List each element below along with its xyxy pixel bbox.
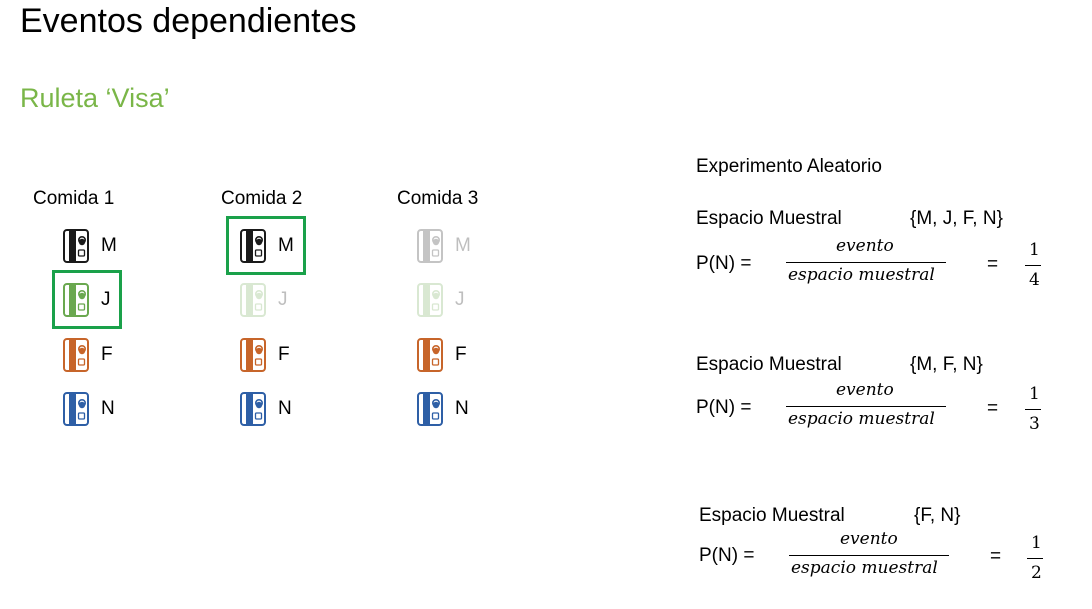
result-fraction-bar bbox=[1027, 558, 1043, 559]
credit-card-icon bbox=[63, 392, 89, 426]
result-numerator: 1 bbox=[1031, 533, 1042, 553]
card-label-col2-n: N bbox=[278, 398, 292, 419]
probability-label: P(N) = bbox=[696, 397, 752, 418]
credit-card-icon bbox=[417, 229, 443, 263]
card-label-col3-j: J bbox=[455, 289, 465, 310]
card-label-col2-f: F bbox=[278, 344, 290, 365]
result-numerator: 1 bbox=[1029, 384, 1040, 404]
sample-space-label: Espacio Muestral bbox=[696, 208, 842, 229]
card-label-col3-n: N bbox=[455, 398, 469, 419]
card-label-col3-f: F bbox=[455, 344, 467, 365]
card-label-col1-f: F bbox=[101, 344, 113, 365]
card-label-col1-j: J bbox=[101, 289, 111, 310]
credit-card-icon bbox=[63, 229, 89, 263]
fraction-bar bbox=[786, 406, 946, 407]
card-label-col3-m: M bbox=[455, 235, 471, 256]
result-fraction-bar bbox=[1025, 265, 1041, 266]
column-header-comida-3: Comida 3 bbox=[397, 188, 479, 209]
card-label-col2-m: M bbox=[278, 235, 294, 256]
fraction-denominator: espacio muestral bbox=[788, 265, 935, 285]
result-denominator: 2 bbox=[1031, 563, 1042, 583]
slide-subtitle: Ruleta ‘Visa’ bbox=[20, 83, 170, 113]
sample-space-set: {M, F, N} bbox=[910, 354, 983, 375]
sample-space-label: Espacio Muestral bbox=[696, 354, 842, 375]
column-header-comida-2: Comida 2 bbox=[221, 188, 303, 209]
result-denominator: 4 bbox=[1029, 270, 1040, 290]
selection-box-comida-1 bbox=[52, 270, 122, 329]
credit-card-icon bbox=[63, 338, 89, 372]
sample-space-label: Espacio Muestral bbox=[699, 505, 845, 526]
slide-title: Eventos dependientes bbox=[20, 2, 357, 40]
selection-box-comida-2 bbox=[226, 216, 306, 275]
credit-card-icon bbox=[417, 283, 443, 317]
result-numerator: 1 bbox=[1029, 240, 1040, 260]
fraction-bar bbox=[789, 555, 949, 556]
fraction-numerator: evento bbox=[836, 236, 894, 256]
equals-sign: = bbox=[990, 546, 1002, 567]
equals-sign: = bbox=[987, 398, 999, 419]
sample-space-set: {M, J, F, N} bbox=[910, 208, 1003, 229]
card-label-col1-n: N bbox=[101, 398, 115, 419]
probability-label: P(N) = bbox=[696, 253, 752, 274]
fraction-numerator: evento bbox=[836, 380, 894, 400]
result-fraction-bar bbox=[1025, 409, 1041, 410]
probability-label: P(N) = bbox=[699, 545, 755, 566]
column-header-comida-1: Comida 1 bbox=[33, 188, 115, 209]
credit-card-icon bbox=[240, 229, 266, 263]
card-label-col1-m: M bbox=[101, 235, 117, 256]
sample-space-set: {F, N} bbox=[914, 505, 961, 526]
credit-card-icon bbox=[240, 392, 266, 426]
experiment-title: Experimento Aleatorio bbox=[696, 156, 882, 177]
equals-sign: = bbox=[987, 254, 999, 275]
credit-card-icon bbox=[417, 338, 443, 372]
fraction-numerator: evento bbox=[840, 529, 898, 549]
result-denominator: 3 bbox=[1029, 414, 1040, 434]
credit-card-icon bbox=[240, 338, 266, 372]
credit-card-icon bbox=[63, 283, 89, 317]
credit-card-icon bbox=[240, 283, 266, 317]
fraction-bar bbox=[786, 262, 946, 263]
credit-card-icon bbox=[417, 392, 443, 426]
fraction-denominator: espacio muestral bbox=[791, 558, 938, 578]
card-label-col2-j: J bbox=[278, 289, 288, 310]
fraction-denominator: espacio muestral bbox=[788, 409, 935, 429]
